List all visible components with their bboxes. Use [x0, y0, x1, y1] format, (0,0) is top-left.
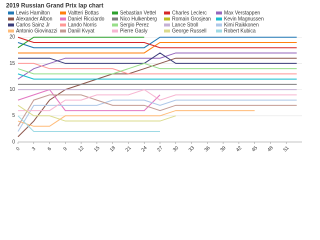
legend-swatch — [112, 17, 118, 21]
driver-line — [17, 52, 297, 80]
legend-label: Lando Norris — [68, 22, 97, 28]
driver-line — [18, 52, 297, 64]
legend-label: Lewis Hamilton — [16, 10, 50, 16]
legend-swatch — [164, 17, 170, 21]
legend-swatch — [164, 11, 170, 15]
legend-label: Max Verstappen — [224, 10, 260, 16]
driver-line — [17, 110, 255, 127]
legend-swatch — [216, 29, 222, 33]
x-tick-label: 30 — [172, 145, 180, 153]
x-tick-label: 39 — [219, 145, 227, 153]
legend-label: Lance Stroll — [172, 22, 198, 28]
driver-line — [17, 62, 297, 75]
driver-line — [17, 89, 161, 112]
x-tick-label: 6 — [47, 146, 53, 152]
x-tick-label: 0 — [15, 146, 21, 152]
driver-line — [17, 115, 160, 133]
chart-title: 2019 Russian Grand Prix lap chart — [6, 4, 103, 10]
y-tick-label: 10 — [9, 87, 15, 93]
driver-line — [17, 36, 297, 49]
legend-label: Charles Leclerc — [172, 10, 207, 16]
x-tick-label: 24 — [140, 145, 148, 153]
legend-label: Romain Grosjean — [172, 16, 211, 22]
legend-label: Sebastian Vettel — [120, 10, 156, 16]
legend-label: Valtteri Bottas — [68, 10, 99, 16]
x-tick-label: 3 — [31, 146, 37, 152]
legend-label: Carlos Sainz Jr — [16, 22, 50, 28]
legend-swatch — [8, 29, 14, 33]
legend-swatch — [60, 29, 66, 33]
y-tick-label: 0 — [12, 139, 15, 145]
x-tick-label: 36 — [203, 145, 211, 153]
legend-swatch — [164, 29, 170, 33]
legend-label: Kevin Magnussen — [224, 16, 264, 22]
driver-line — [18, 89, 297, 112]
legend-label: Alexander Albon — [16, 16, 53, 22]
driver-line — [17, 94, 297, 127]
legend-swatch — [8, 17, 14, 21]
x-tick-label: 15 — [93, 145, 101, 153]
y-tick-label: 15 — [9, 61, 15, 67]
legend-swatch — [216, 17, 222, 21]
legend-label: Robert Kubica — [224, 28, 256, 34]
y-tick-label: 20 — [9, 35, 15, 41]
x-tick-label: 21 — [125, 145, 133, 153]
page: {"chart_data": {"type": "line", "title":… — [6, 3, 302, 154]
legend-swatch — [60, 23, 66, 27]
legend-label: Daniel Ricciardo — [68, 16, 105, 22]
driver-line — [17, 99, 297, 132]
legend-label: Kimi Raikkonen — [224, 22, 259, 28]
x-tick-label: 18 — [109, 145, 117, 153]
x-tick-label: 48 — [267, 145, 275, 153]
driver-line — [17, 73, 297, 80]
driver-line — [17, 104, 176, 122]
chart: 2019 Russian Grand Prix lap chart 051015… — [6, 4, 302, 153]
legend-label: Nico Hulkenberg — [120, 16, 157, 22]
driver-line — [17, 36, 297, 49]
legend-swatch — [8, 11, 14, 15]
driver-line — [17, 36, 145, 49]
legend-swatch — [112, 11, 118, 15]
legend-label: George Russell — [172, 28, 206, 34]
x-tick-label: 51 — [282, 145, 290, 153]
x-tick-label: 33 — [188, 145, 196, 153]
legend-swatch — [112, 29, 118, 33]
legend-swatch — [216, 11, 222, 15]
driver-line — [18, 41, 297, 54]
legend-swatch — [60, 11, 66, 15]
legend-swatch — [8, 23, 14, 27]
x-tick-label: 45 — [251, 145, 259, 153]
x-tick-label: 12 — [77, 145, 85, 153]
x-tick-label: 27 — [156, 145, 164, 153]
legend-label: Sergio Perez — [120, 22, 149, 28]
legend-swatch — [60, 17, 66, 21]
x-tick-label: 42 — [235, 145, 243, 153]
y-tick-label: 5 — [12, 113, 15, 119]
legend-swatch — [164, 23, 170, 27]
legend-swatch — [112, 23, 118, 27]
legend-label: Pierre Gasly — [120, 28, 148, 34]
legend-swatch — [216, 23, 222, 27]
driver-line — [18, 62, 297, 75]
legend-label: Antonio Giovinazzi — [16, 28, 57, 34]
legend-label: Daniil Kvyat — [68, 28, 95, 34]
x-tick-label: 9 — [62, 146, 68, 152]
